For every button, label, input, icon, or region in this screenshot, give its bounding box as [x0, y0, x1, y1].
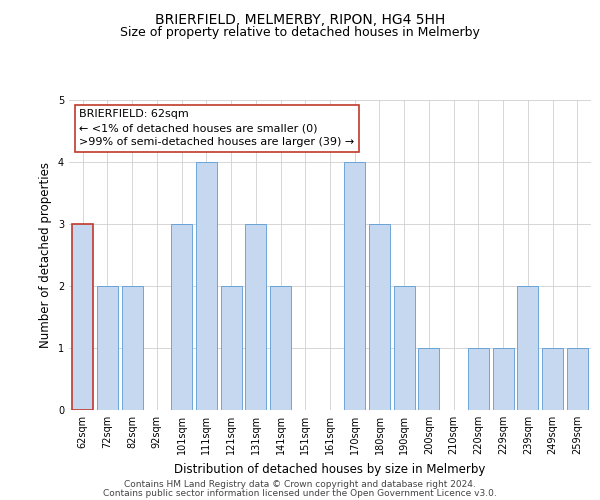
- Bar: [221, 286, 242, 410]
- Bar: [72, 224, 93, 410]
- Text: BRIERFIELD: 62sqm
← <1% of detached houses are smaller (0)
>99% of semi-detached: BRIERFIELD: 62sqm ← <1% of detached hous…: [79, 110, 355, 148]
- Y-axis label: Number of detached properties: Number of detached properties: [40, 162, 52, 348]
- Bar: [171, 224, 192, 410]
- Bar: [245, 224, 266, 410]
- Text: BRIERFIELD, MELMERBY, RIPON, HG4 5HH: BRIERFIELD, MELMERBY, RIPON, HG4 5HH: [155, 12, 445, 26]
- Bar: [97, 286, 118, 410]
- Text: Contains public sector information licensed under the Open Government Licence v3: Contains public sector information licen…: [103, 488, 497, 498]
- Bar: [196, 162, 217, 410]
- Bar: [493, 348, 514, 410]
- Text: Size of property relative to detached houses in Melmerby: Size of property relative to detached ho…: [120, 26, 480, 39]
- Bar: [394, 286, 415, 410]
- Bar: [542, 348, 563, 410]
- Bar: [418, 348, 439, 410]
- Bar: [344, 162, 365, 410]
- Bar: [468, 348, 489, 410]
- Bar: [567, 348, 588, 410]
- X-axis label: Distribution of detached houses by size in Melmerby: Distribution of detached houses by size …: [175, 462, 485, 475]
- Bar: [517, 286, 538, 410]
- Bar: [270, 286, 291, 410]
- Bar: [122, 286, 143, 410]
- Text: Contains HM Land Registry data © Crown copyright and database right 2024.: Contains HM Land Registry data © Crown c…: [124, 480, 476, 489]
- Bar: [369, 224, 390, 410]
